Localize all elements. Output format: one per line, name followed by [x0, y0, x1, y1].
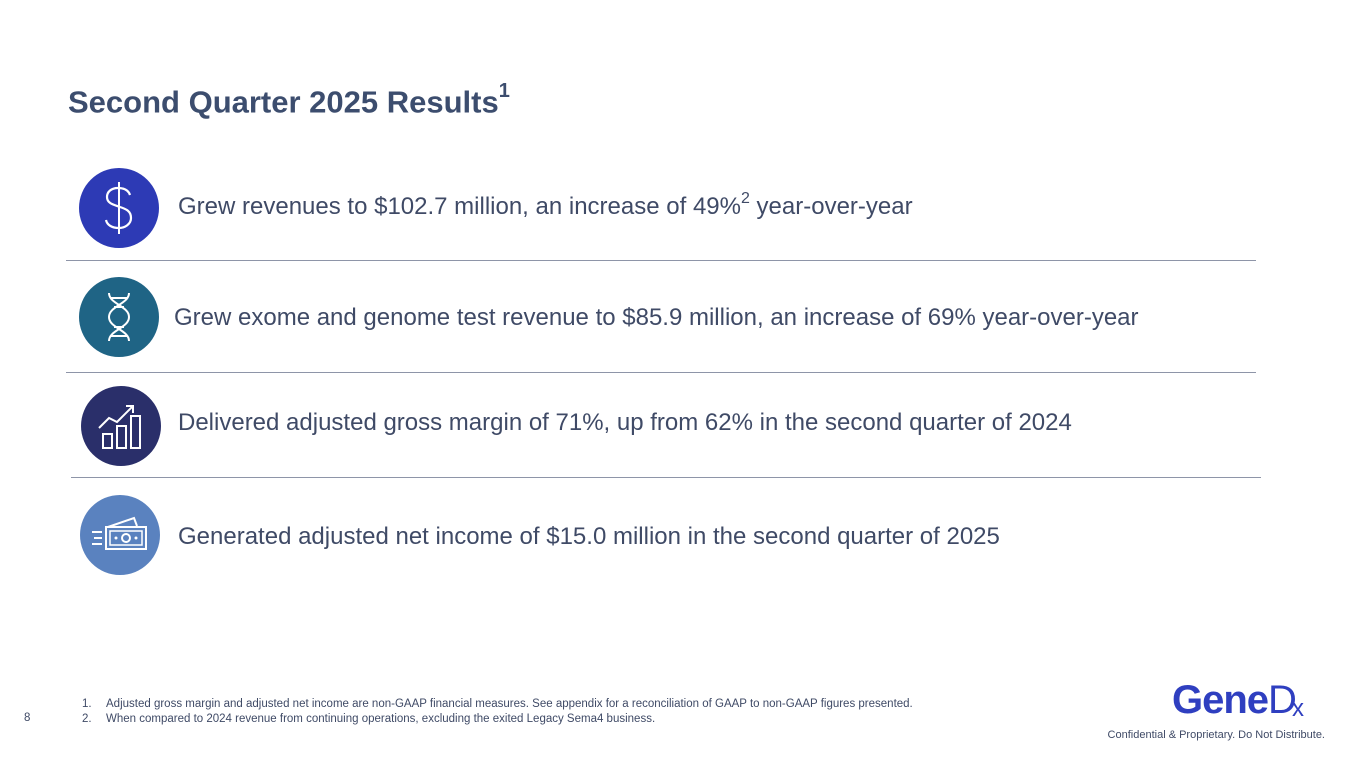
logo-x: x: [1291, 695, 1304, 722]
title-footnote-marker: 1: [498, 80, 510, 102]
footnote-1: 1. Adjusted gross margin and adjusted ne…: [82, 697, 913, 712]
revenue-footnote-marker: 2: [740, 190, 750, 207]
dna-icon: [79, 277, 159, 357]
footnote-number: 1.: [82, 698, 92, 710]
dollar-sign-icon: [79, 168, 159, 248]
logo-text: Gene: [1172, 678, 1269, 722]
gross-margin-highlight-text: Delivered adjusted gross margin of 71%, …: [178, 409, 1072, 436]
footnote-2: 2. When compared to 2024 revenue from co…: [82, 712, 913, 727]
footnote-text: When compared to 2024 revenue from conti…: [106, 713, 656, 725]
row-divider: [66, 372, 1256, 373]
footnote-text: Adjusted gross margin and adjusted net i…: [106, 698, 913, 710]
footnotes: 1. Adjusted gross margin and adjusted ne…: [82, 697, 913, 727]
page-number: 8: [24, 712, 31, 724]
footnote-number: 2.: [82, 713, 92, 725]
row-divider: [66, 260, 1256, 261]
growth-chart-icon: [81, 386, 161, 466]
net-income-highlight-text: Generated adjusted net income of $15.0 m…: [178, 523, 1000, 550]
revenue-text-tail: year-over-year: [749, 193, 913, 220]
logo-d: D: [1268, 678, 1297, 722]
row-divider: [71, 477, 1261, 478]
exome-genome-highlight-text: Grew exome and genome test revenue to $8…: [174, 304, 1139, 331]
confidentiality-notice: Confidential & Proprietary. Do Not Distr…: [1107, 729, 1325, 741]
revenue-text-main: Grew revenues to $102.7 million, an incr…: [178, 193, 741, 220]
page-title: Second Quarter 2025 Results1: [68, 80, 510, 120]
money-bill-icon: [80, 495, 160, 575]
revenue-highlight-text: Grew revenues to $102.7 million, an incr…: [178, 190, 913, 221]
title-text: Second Quarter 2025 Results: [68, 84, 499, 120]
